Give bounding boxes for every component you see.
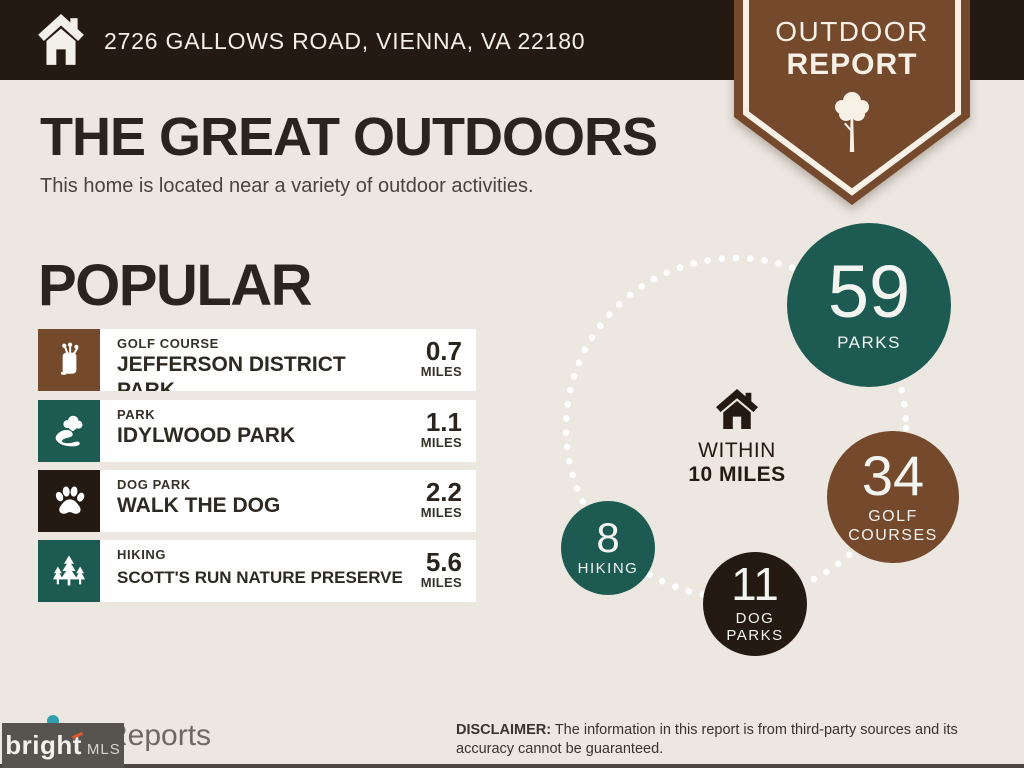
dog-parks-label: DOG PARKS: [726, 610, 784, 645]
golf-count: 34: [861, 444, 925, 508]
item-name: IDYLWOOD PARK: [117, 424, 296, 447]
item-category: DOG PARK: [117, 477, 191, 492]
dotted-radius-circle: [562, 254, 910, 602]
property-address: 2726 GALLOWS ROAD, VIENNA, VA 22180: [104, 27, 586, 54]
bubble-hiking: 8 HIKING: [561, 501, 655, 595]
item-category: HIKING: [117, 547, 167, 562]
bubble-dog-parks: 11 DOG PARKS: [703, 552, 807, 656]
page-title: THE GREAT OUTDOORS: [40, 107, 658, 167]
parks-label: PARKS: [837, 333, 901, 353]
item-category: GOLF COURSE: [117, 336, 219, 351]
item-distance: 1.1 MILES: [404, 400, 476, 462]
dog-parks-count: 11: [731, 558, 779, 611]
bubble-parks: 59 PARKS: [787, 223, 951, 387]
item-name: WALK THE DOG: [117, 494, 281, 517]
item-distance: 2.2 MILES: [404, 470, 476, 532]
item-distance: 5.6 MILES: [404, 540, 476, 602]
house-icon: [716, 388, 758, 430]
outdoor-report-badge: OUTDOOR REPORT: [734, 0, 970, 212]
list-item-dog-park: DOG PARK WALK THE DOG 2.2 MILES: [38, 470, 476, 532]
list-item-hiking: HIKING SCOTT'S RUN NATURE PRESERVE 5.6 M…: [38, 540, 476, 602]
parks-count: 59: [827, 250, 911, 334]
list-item-park: PARK IDYLWOOD PARK 1.1 MILES: [38, 400, 476, 462]
badge-line1: OUTDOOR: [775, 16, 929, 47]
hiking-label: HIKING: [577, 560, 639, 578]
distance-value: 1.1: [425, 407, 462, 437]
bubble-golf-courses: 34 GOLF COURSES: [827, 431, 959, 563]
hiking-count: 8: [596, 514, 620, 562]
radius-label: 10 MILES: [688, 463, 786, 486]
mls-label: MLS: [86, 740, 121, 758]
popular-heading: POPULAR: [38, 253, 313, 318]
bottom-border: [0, 764, 1024, 768]
pine-trees-icon: [38, 540, 100, 602]
bright-mls-wordmark: bright: [5, 730, 84, 760]
distance-unit: MILES: [420, 575, 462, 590]
within-label: WITHIN: [698, 439, 776, 462]
radius-center-label: WITHIN 10 MILES: [657, 388, 817, 487]
distance-value: 5.6: [425, 547, 462, 577]
paw-icon: [38, 470, 100, 532]
page-subtitle: This home is located near a variety of o…: [40, 175, 534, 197]
distance-unit: MILES: [420, 435, 462, 450]
disclaimer-text: DISCLAIMER: The information in this repo…: [456, 721, 964, 759]
item-category: PARK: [117, 407, 156, 422]
item-distance: 0.7 MILES: [404, 329, 476, 391]
park-icon: [38, 400, 100, 462]
distance-value: 2.2: [425, 477, 462, 507]
tree-icon: [835, 92, 869, 152]
golf-label: GOLF COURSES: [848, 508, 938, 544]
golf-bag-icon: [38, 329, 100, 391]
home-icon: [38, 14, 84, 65]
disclaimer-body: The information in this report is from t…: [456, 722, 958, 757]
distance-value: 0.7: [425, 336, 462, 366]
item-name: SCOTT'S RUN NATURE PRESERVE: [117, 568, 403, 587]
distance-unit: MILES: [420, 505, 462, 520]
badge-line2: REPORT: [786, 48, 918, 81]
bright-mls-watermark: bright MLS: [2, 723, 124, 768]
distance-unit: MILES: [420, 364, 462, 379]
disclaimer-label: DISCLAIMER:: [456, 722, 552, 738]
item-name: JEFFERSON DISTRICT PARK: [117, 353, 346, 391]
list-item-golf-course: GOLF COURSE JEFFERSON DISTRICT PARK 0.7 …: [38, 329, 476, 391]
